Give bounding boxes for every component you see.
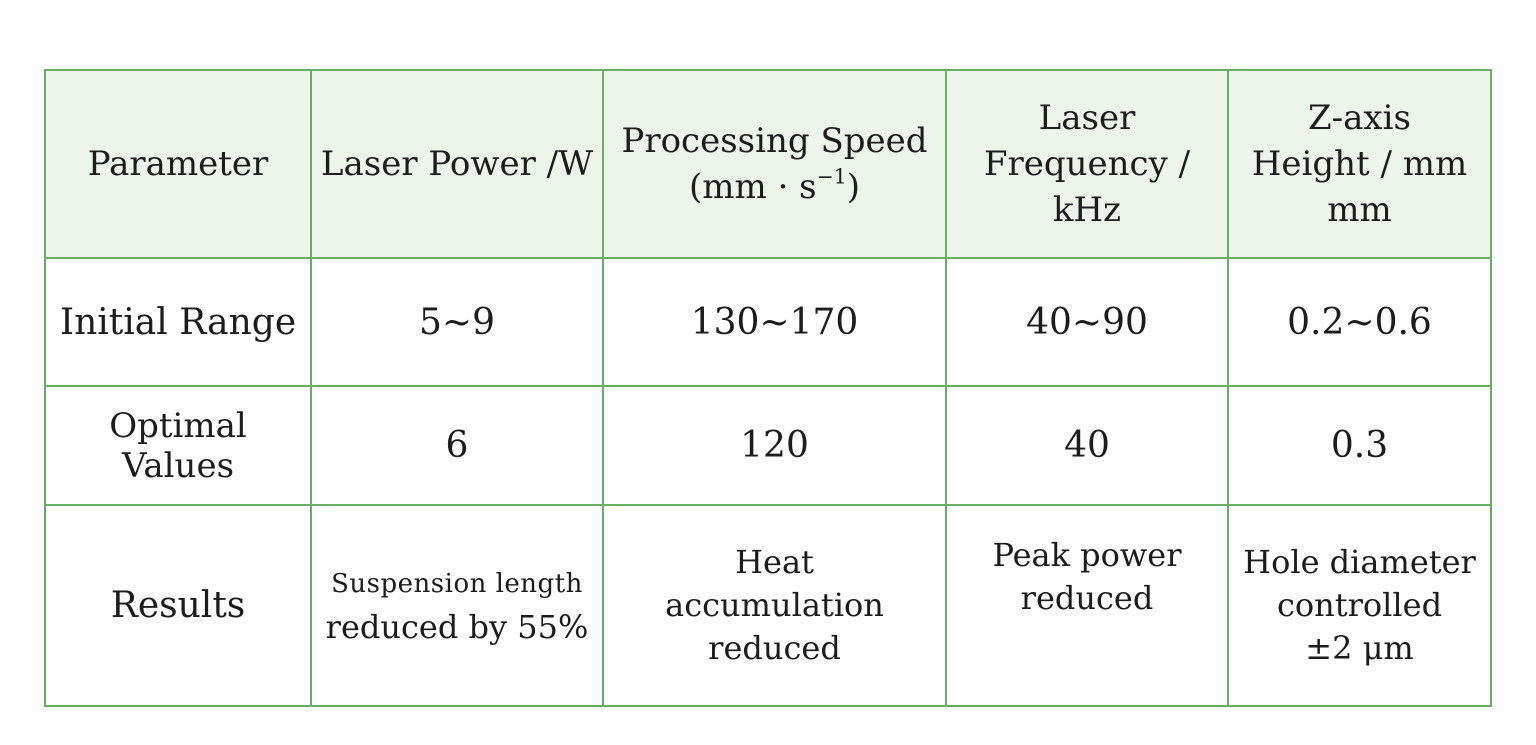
header-processing-speed-unit: (mm · s−1) (610, 164, 939, 210)
speed-unit-exponent: −1 (816, 164, 847, 189)
cell-initial-laser-power: 5~9 (310, 257, 604, 387)
header-laser-power: Laser Power /W (310, 69, 604, 259)
results-laser-frequency-line2: reduced (1020, 579, 1154, 617)
results-z-axis-line2: controlled (1276, 586, 1443, 624)
row-label-optimal-values: Optimal Values (44, 385, 312, 506)
header-laser-frequency-line2: Frequency / (983, 144, 1191, 184)
header-laser-frequency-line3: kHz (1052, 190, 1122, 230)
cell-optimal-processing-speed: 120 (602, 385, 947, 506)
cell-optimal-laser-frequency: 40 (945, 385, 1229, 506)
header-z-axis-line1: Z-axis (1308, 98, 1411, 138)
cell-results-processing-speed: Heat accumulation reduced (602, 504, 947, 707)
header-laser-power-label: Laser Power /W (320, 144, 594, 184)
header-laser-frequency: Laser Frequency / kHz (945, 69, 1229, 259)
results-laser-power-line2: reduced by 55% (325, 607, 589, 646)
table-row: Optimal Values 6 120 40 0.3 (44, 385, 1492, 506)
header-z-axis-line2: Height / mm (1251, 144, 1468, 184)
table-row: Initial Range 5~9 130~170 40~90 0.2~0.6 (44, 257, 1492, 387)
results-z-axis-line1: Hole diameter (1243, 543, 1476, 581)
cell-optimal-laser-power: 6 (310, 385, 604, 506)
table-row: Results Suspension length reduced by 55%… (44, 504, 1492, 707)
results-laser-power-line1: Suspension length (331, 568, 583, 599)
header-processing-speed: Processing Speed (mm · s−1) (602, 69, 947, 259)
speed-unit-post: ) (846, 167, 860, 207)
row-label-results: Results (44, 504, 312, 707)
results-laser-frequency-line1: Peak power (992, 536, 1182, 574)
header-parameter-label: Parameter (87, 144, 269, 184)
results-z-axis-line3: ±2 μm (1305, 629, 1414, 667)
cell-results-laser-frequency: Peak power reduced (945, 504, 1229, 707)
header-parameter: Parameter (44, 69, 312, 259)
cell-results-laser-power: Suspension length reduced by 55% (310, 504, 604, 707)
results-processing-speed-line3: reduced (708, 629, 841, 667)
cell-initial-laser-frequency: 40~90 (945, 257, 1229, 387)
header-row: Parameter Laser Power /W Processing Spee… (44, 69, 1492, 259)
cell-initial-z-axis: 0.2~0.6 (1227, 257, 1492, 387)
row-label-initial-range: Initial Range (44, 257, 312, 387)
parameter-table: Parameter Laser Power /W Processing Spee… (44, 69, 1492, 707)
results-processing-speed-line1: Heat (735, 543, 814, 581)
cell-initial-processing-speed: 130~170 (602, 257, 947, 387)
header-z-axis: Z-axis Height / mm mm (1227, 69, 1492, 259)
cell-results-z-axis: Hole diameter controlled ±2 μm (1227, 504, 1492, 707)
speed-unit-pre: (mm · s (689, 167, 817, 207)
header-processing-speed-line1: Processing Speed (621, 121, 928, 161)
header-z-axis-line3: mm (1327, 190, 1392, 230)
cell-optimal-z-axis: 0.3 (1227, 385, 1492, 506)
header-laser-frequency-line1: Laser (1038, 98, 1136, 138)
results-processing-speed-line2: accumulation (665, 586, 884, 624)
